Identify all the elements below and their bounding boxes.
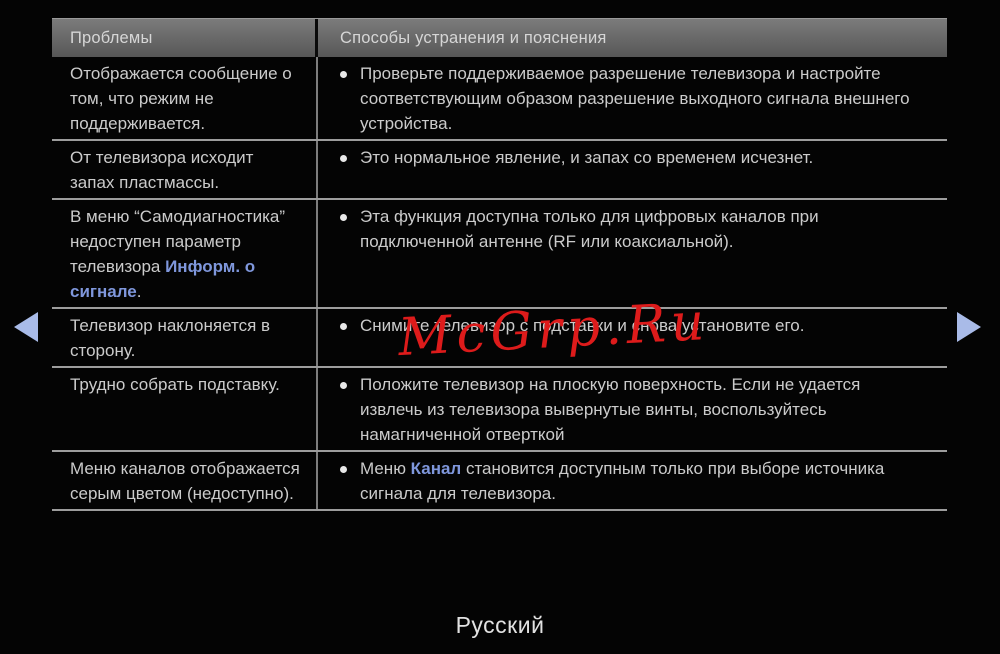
- text-segment: Положите телевизор на плоскую поверхност…: [360, 375, 861, 444]
- problem-cell: Телевизор наклоняется в сторону.: [52, 309, 318, 366]
- solution-text: Положите телевизор на плоскую поверхност…: [360, 372, 920, 447]
- bullet-icon: [340, 323, 347, 330]
- solution-text: Это нормальное явление, и запах со време…: [360, 145, 813, 170]
- accent-menu-term: Информ. о сигнале: [70, 257, 256, 301]
- text-segment: Телевизор наклоняется в сторону.: [70, 316, 271, 360]
- table-header-row: Проблемы Способы устранения и пояснения: [52, 18, 947, 57]
- solution-cell: Эта функция доступна только для цифровых…: [318, 200, 947, 307]
- solution-text: Проверьте поддерживаемое разрешение теле…: [360, 61, 920, 136]
- language-label: Русский: [455, 612, 545, 638]
- problem-text: Меню каналов отображается серым цветом (…: [70, 456, 302, 506]
- table-row: В меню “Самодиагностика” недоступен пара…: [52, 200, 947, 309]
- text-segment: Эта функция доступна только для цифровых…: [360, 207, 819, 251]
- table-body: Отображается сообщение о том, что режим …: [52, 57, 947, 511]
- problem-text: Телевизор наклоняется в сторону.: [70, 313, 302, 363]
- text-segment: Это нормальное явление, и запах со време…: [360, 148, 814, 167]
- bullet-icon: [340, 214, 347, 221]
- text-segment: В меню “Самодиагностика” недоступен пара…: [70, 207, 286, 276]
- solution-cell: Положите телевизор на плоскую поверхност…: [318, 368, 947, 450]
- bullet-icon: [340, 71, 347, 78]
- text-segment: Снимите телевизор с подставки и снова ус…: [360, 316, 805, 335]
- bullet-icon: [340, 155, 347, 162]
- problem-text: От телевизора исходит запах пластмассы.: [70, 145, 302, 195]
- bullet-icon: [340, 466, 347, 473]
- header-solutions: Способы устранения и пояснения: [340, 28, 607, 47]
- accent-menu-term: Канал: [410, 459, 462, 478]
- solution-cell: Проверьте поддерживаемое разрешение теле…: [318, 57, 947, 139]
- problem-text: В меню “Самодиагностика” недоступен пара…: [70, 204, 302, 304]
- left-arrow-icon: [14, 312, 38, 342]
- table-row: Трудно собрать подставку. Положите телеви…: [52, 368, 947, 452]
- problem-cell: Отображается сообщение о том, что режим …: [52, 57, 318, 139]
- problem-text: Трудно собрать подставку.: [70, 372, 280, 397]
- bullet-icon: [340, 382, 347, 389]
- problem-cell: В меню “Самодиагностика” недоступен пара…: [52, 200, 318, 307]
- text-segment: Проверьте поддерживаемое разрешение теле…: [360, 64, 910, 133]
- right-arrow-icon: [957, 312, 981, 342]
- solution-text: Эта функция доступна только для цифровых…: [360, 204, 920, 254]
- problem-cell: Трудно собрать подставку.: [52, 368, 318, 450]
- prev-page-button[interactable]: [14, 309, 44, 345]
- table-row: Телевизор наклоняется в сторону. Снимите …: [52, 309, 947, 368]
- header-problems: Проблемы: [52, 19, 318, 57]
- solution-cell: Это нормальное явление, и запах со време…: [318, 141, 947, 198]
- troubleshooting-table: Проблемы Способы устранения и пояснения …: [52, 18, 947, 511]
- solution-cell: Снимите телевизор с подставки и снова ус…: [318, 309, 947, 366]
- text-segment: Меню каналов отображается серым цветом (…: [70, 459, 300, 503]
- solution-cell: Меню Канал становится доступным только п…: [318, 452, 947, 509]
- problem-cell: От телевизора исходит запах пластмассы.: [52, 141, 318, 198]
- text-segment: Меню: [360, 459, 411, 478]
- text-segment: .: [136, 282, 142, 301]
- next-page-button[interactable]: [957, 309, 987, 345]
- text-segment: Трудно собрать подставку.: [70, 375, 280, 394]
- problem-text: Отображается сообщение о том, что режим …: [70, 61, 302, 136]
- solution-text: Меню Канал становится доступным только п…: [360, 456, 920, 506]
- solution-text: Снимите телевизор с подставки и снова ус…: [360, 313, 804, 338]
- text-segment: Отображается сообщение о том, что режим …: [70, 64, 292, 133]
- table-row: От телевизора исходит запах пластмассы. Э…: [52, 141, 947, 200]
- table-row: Меню каналов отображается серым цветом (…: [52, 452, 947, 511]
- text-segment: От телевизора исходит запах пластмассы.: [70, 148, 254, 192]
- problem-cell: Меню каналов отображается серым цветом (…: [52, 452, 318, 509]
- text-segment: становится доступным только при выборе и…: [360, 459, 885, 503]
- table-row: Отображается сообщение о том, что режим …: [52, 57, 947, 141]
